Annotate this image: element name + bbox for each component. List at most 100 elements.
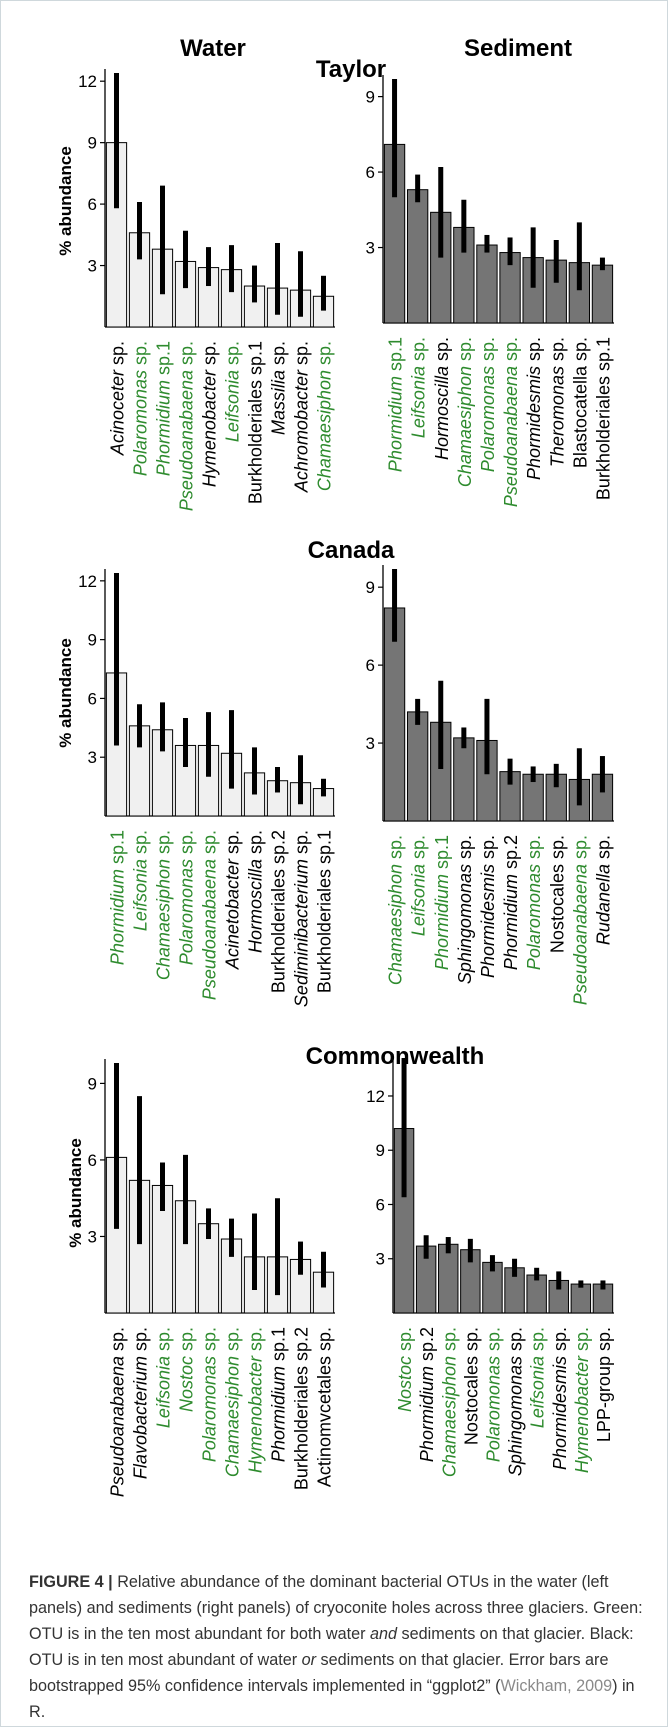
canada-sediment-bar [453, 737, 475, 822]
taylor-sediment-x-tick-label: Phormidium sp.1 [386, 337, 406, 472]
taylor-water-panel: % abundance 3 6 9 12 Acinoceter sp.Polaromona… [56, 69, 335, 511]
commonwealth-sediment-panel: 3 6 9 12 Nostoc sp.Phormidium sp.2Chamaesiph… [366, 1054, 614, 1477]
taylor-sediment-x-tick-label: Polaromonas sp. [478, 337, 498, 472]
canada-water-x-tick-label: Polaromonas sp. [177, 830, 197, 965]
taylor-water-x-tick-label: Leifsonia sp. [223, 341, 243, 442]
taylor-sediment-x-tick-label: Phormidesmis sp. [524, 337, 544, 480]
commonwealth-sediment-bar [526, 1274, 547, 1314]
commonwealth-sediment-x-tick-label: Nostoc sp. [395, 1327, 415, 1412]
taylor-water-x-tick-label: Polaromonas sp. [131, 341, 151, 476]
commonwealth-water-y-axis-label: % abundance [66, 1138, 85, 1248]
caption-citation-link[interactable]: Wickham, 2009 [500, 1677, 613, 1695]
canada-water-panel: % abundance 3 6 9 12 Phormidium sp.1Leifsonia… [56, 569, 335, 1007]
commonwealth-water-x-tick-label: Flavobacterium sp. [131, 1327, 151, 1479]
taylor-water-x-tick-label: Acinoceter sp. [108, 341, 128, 456]
taylor-water-y-tick-label: 9 [88, 134, 97, 153]
commonwealth-water-y-tick-label: 3 [88, 1227, 97, 1246]
canada-sediment-x-tick-label: Rudanella sp. [593, 835, 613, 945]
commonwealth-sediment-y-tick-label: 12 [366, 1087, 385, 1106]
taylor-water-x-tick-label: Pseudoanabaena sp. [177, 341, 197, 511]
taylor-water-x-tick-label: Burkholderiales sp.1 [246, 341, 266, 504]
commonwealth-water-x-tick-label: Polaromonas sp. [200, 1327, 220, 1462]
taylor-sediment-x-tick-label: Chamaesiphon sp. [455, 337, 475, 487]
taylor-water-x-tick-label: Chamaesiphon sp. [315, 341, 335, 491]
figure-chart-panels: Water Sediment % abundance36912Acinocete… [56, 35, 614, 1497]
taylor-water-x-tick-label: Massilia sp. [269, 341, 289, 435]
commonwealth-sediment-x-tick-label: Leifsonia sp. [528, 1327, 548, 1428]
taylor-sediment-x-tick-label: Pseudoanabaena sp. [501, 337, 521, 507]
taylor-water-y-tick-label: 12 [78, 72, 97, 91]
canada-water-x-tick-label: Chamaesiphon sp. [154, 830, 174, 980]
commonwealth-sediment-x-tick-label: Chamaesiphon sp. [439, 1327, 459, 1477]
commonwealth-water-x-tick-label: Phormidium sp.1 [269, 1327, 289, 1462]
canada-title: Canada [308, 537, 395, 564]
caption-or: or [301, 1651, 317, 1669]
canada-water-x-tick-label: Burkholderiales sp.2 [269, 830, 289, 993]
commonwealth-sediment-x-tick-label: LPP-group sp. [594, 1327, 614, 1442]
canada-water-x-tick-label: Pseudoanabaena sp. [200, 830, 220, 1000]
canada-sediment-x-tick-label: Sphingomonas sp. [455, 835, 475, 984]
canada-sediment-x-tick-label: Nostocales sp. [547, 835, 567, 953]
canada-water-x-tick-label: Phormidium sp.1 [108, 830, 128, 965]
canada-water-y-tick-label: 12 [78, 572, 97, 591]
canada-water-y-axis-label: % abundance [56, 638, 75, 748]
taylor-water-x-tick-label: Phormidium sp.1 [154, 341, 174, 476]
canada-water-x-tick-label: Sediminibacterium sp. [292, 830, 312, 1007]
taylor-sediment-x-tick-label: Leifsonia sp. [409, 337, 429, 438]
commonwealth-title: Commonwealth [306, 1043, 485, 1070]
canada-sediment-x-tick-label: Pseudoanabaena sp. [570, 835, 590, 1005]
commonwealth-water-x-tick-label: Burkholderiales sp.2 [292, 1327, 312, 1490]
canada-water-y-tick-label: 9 [88, 631, 97, 650]
canada-water-x-tick-label: Burkholderiales sp.1 [315, 830, 335, 993]
taylor-water-y-tick-label: 6 [88, 195, 97, 214]
commonwealth-sediment-x-tick-label: Phormidesmis sp. [550, 1327, 570, 1470]
commonwealth-water-x-tick-label: Hymenobacter sp. [246, 1327, 266, 1473]
canada-sediment-x-tick-label: Phormidesmis sp. [478, 835, 498, 978]
commonwealth-sediment-x-tick-label: Phormidium sp.2 [417, 1327, 437, 1462]
caption-text-part4: ) in R. [29, 1677, 635, 1721]
caption-figure-label: FIGURE 4 [29, 1573, 104, 1591]
canada-water-x-tick-label: Leifsonia sp. [131, 830, 151, 931]
canada-sediment-y-tick-label: 3 [366, 734, 375, 753]
canada-water-x-tick-label: Acinetobacter sp. [223, 830, 243, 970]
commonwealth-sediment-y-tick-label: 3 [376, 1250, 385, 1269]
commonwealth-water-x-tick-label: Chamaesiphon sp. [223, 1327, 243, 1477]
canada-water-y-tick-label: 6 [88, 689, 97, 708]
canada-water-x-tick-label: Hormoscilla sp. [246, 830, 266, 953]
sediment-column-header: Sediment [464, 35, 572, 62]
taylor-title: Taylor [316, 56, 386, 83]
commonwealth-sediment-x-tick-label: Nostocales sp. [461, 1327, 481, 1445]
canada-sediment-y-tick-label: 9 [366, 578, 375, 597]
canada-sediment-x-tick-label: Phormidium sp.1 [432, 835, 452, 970]
commonwealth-water-y-tick-label: 9 [88, 1074, 97, 1093]
commonwealth-water-y-tick-label: 6 [88, 1151, 97, 1170]
taylor-sediment-x-tick-label: Burkholderiales sp.1 [593, 337, 613, 500]
taylor-sediment-bar [591, 264, 614, 324]
caption-separator: | [108, 1573, 113, 1591]
taylor-sediment-bar [476, 244, 498, 324]
canada-sediment-y-tick-label: 6 [366, 656, 375, 675]
canada-water-y-tick-label: 3 [88, 748, 97, 767]
commonwealth-sediment-x-tick-label: Polaromonas sp. [483, 1327, 503, 1462]
caption-text-part3: sediments on that glacier. Error bars ar… [29, 1651, 609, 1695]
canada-sediment-x-tick-label: Leifsonia sp. [409, 835, 429, 936]
caption-text-part2: sediments on that glacier. Black: OTU is… [29, 1625, 634, 1669]
commonwealth-water-x-tick-label: Leifsonia sp. [154, 1327, 174, 1428]
commonwealth-sediment-x-tick-label: Hymenobacter sp. [572, 1327, 592, 1473]
figure-caption: FIGURE 4 | Relative abundance of the dom… [29, 1569, 644, 1725]
canada-sediment-x-tick-label: Phormidium sp.2 [501, 835, 521, 970]
commonwealth-sediment-y-tick-label: 6 [376, 1195, 385, 1214]
commonwealth-water-x-tick-label: Nostoc sp. [177, 1327, 197, 1412]
taylor-sediment-x-tick-label: Hormoscilla sp. [432, 337, 452, 460]
water-column-header: Water [180, 35, 246, 62]
commonwealth-sediment-bar [438, 1243, 459, 1314]
canada-sediment-bar [406, 711, 429, 822]
taylor-sediment-x-tick-label: Theromonas sp. [547, 337, 567, 467]
taylor-sediment-x-tick-label: Blastocatella sp. [570, 337, 590, 468]
commonwealth-sediment-bar [570, 1283, 592, 1314]
taylor-sediment-y-tick-label: 9 [366, 88, 375, 107]
commonwealth-water-x-tick-label: Actinomvcetales sp. [315, 1327, 335, 1487]
caption-text-part1: Relative abundance of the dominant bacte… [29, 1573, 643, 1643]
